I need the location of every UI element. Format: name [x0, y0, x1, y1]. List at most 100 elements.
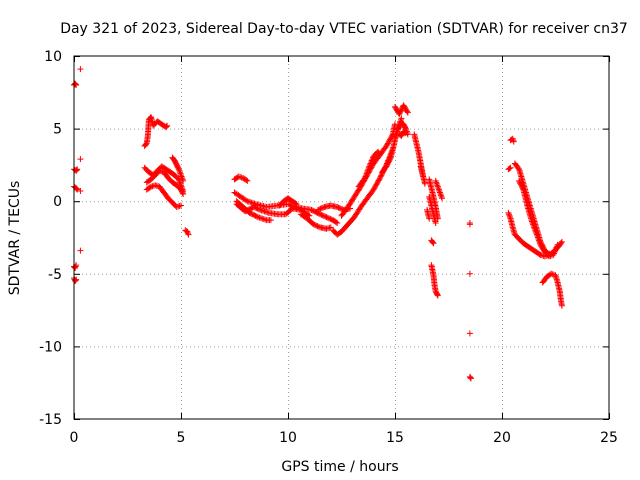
data-point [310, 221, 317, 228]
data-point [554, 243, 561, 250]
data-point [372, 184, 379, 191]
data-point [535, 235, 542, 242]
data-point [363, 170, 370, 177]
data-point [552, 247, 559, 254]
data-point [376, 150, 383, 157]
data-point [335, 204, 342, 211]
data-point [363, 172, 370, 179]
axis-ticks [74, 56, 610, 420]
data-point [327, 215, 334, 222]
data-point [531, 224, 538, 231]
y-axis-label: SDTVAR / TECUs [7, 181, 23, 296]
data-point [387, 155, 394, 162]
data-point [320, 204, 327, 211]
data-point [72, 278, 79, 285]
data-point [434, 183, 441, 190]
data-point [532, 227, 539, 234]
data-point [366, 163, 373, 170]
data-point [311, 222, 318, 229]
data-point [334, 204, 341, 211]
data-point [507, 214, 514, 221]
plot-frame [73, 55, 610, 420]
data-point [546, 250, 553, 257]
data-point [375, 177, 382, 184]
data-point [184, 230, 191, 237]
data-point [426, 215, 433, 222]
data-point [466, 270, 473, 277]
data-point [178, 172, 184, 179]
data-point [326, 215, 333, 222]
x-tick-label: 25 [600, 430, 618, 446]
data-point [338, 205, 345, 212]
data-point [178, 173, 185, 180]
data-point [519, 185, 526, 192]
data-point [558, 240, 565, 247]
data-point [536, 240, 543, 247]
data-point [506, 165, 513, 172]
data-point [336, 205, 343, 212]
data-point [319, 212, 326, 219]
data-point [364, 169, 371, 176]
x-tick-label: 5 [177, 430, 186, 446]
data-point [253, 213, 260, 220]
data-point [532, 228, 539, 235]
data-point [323, 214, 330, 221]
data-point [505, 209, 512, 216]
grid-lines [74, 56, 609, 419]
data-point [435, 185, 442, 192]
data-point [438, 193, 445, 200]
data-point [180, 177, 187, 184]
data-point [510, 138, 517, 145]
data-point [378, 172, 385, 179]
y-tick-label: -10 [39, 339, 62, 355]
data-point [376, 176, 383, 183]
data-point [387, 135, 394, 142]
data-point [366, 161, 373, 168]
data-point [178, 202, 184, 209]
data-point [515, 165, 522, 172]
data-point [404, 109, 411, 116]
data-point [77, 188, 84, 195]
data-point [434, 291, 441, 298]
data-point [185, 231, 192, 238]
data-point [184, 228, 191, 235]
data-point [401, 129, 408, 136]
data-point [432, 219, 439, 226]
y-tick-label: 5 [53, 122, 62, 138]
data-point [177, 170, 184, 177]
data-point [536, 238, 543, 245]
data-point [430, 240, 437, 247]
data-point [244, 177, 251, 184]
data-point [287, 202, 294, 209]
data-point [419, 172, 426, 179]
data-point [177, 180, 184, 187]
data-point [285, 201, 291, 208]
data-point [362, 173, 369, 180]
data-point [534, 234, 541, 241]
data-point [377, 174, 384, 181]
data-point [333, 219, 340, 226]
data-point [421, 180, 428, 187]
data-point [243, 197, 250, 204]
data-point [313, 222, 320, 229]
data-point [324, 214, 331, 221]
x-tick-label: 0 [70, 430, 79, 446]
data-point [367, 160, 374, 167]
data-point [553, 244, 560, 251]
data-point [77, 156, 84, 163]
data-point [467, 375, 474, 382]
data-point [322, 213, 329, 220]
y-tick-label: 10 [44, 49, 62, 65]
data-point [429, 239, 436, 246]
data-point [528, 218, 535, 225]
data-point [436, 189, 443, 196]
data-point [505, 211, 512, 218]
data-point [73, 185, 80, 192]
data-point [176, 179, 183, 186]
data-point [315, 223, 322, 230]
data-point [176, 169, 183, 176]
x-tick-label: 10 [279, 430, 297, 446]
data-point [437, 190, 444, 197]
data-point [466, 221, 473, 228]
data-point [558, 238, 565, 245]
